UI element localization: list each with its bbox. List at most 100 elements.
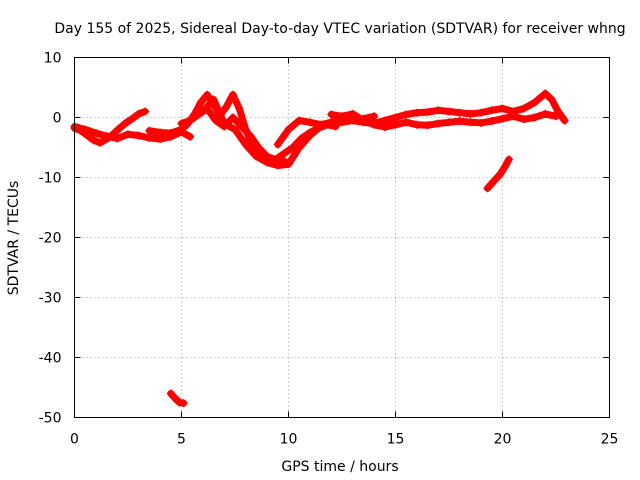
data-point <box>228 113 237 122</box>
y-tick-label: 0 <box>53 111 62 127</box>
data-point <box>220 119 229 128</box>
data-point <box>228 90 237 99</box>
data-point <box>487 117 496 126</box>
data-point <box>166 129 175 138</box>
data-point <box>128 114 137 123</box>
axis-tick-labels: 0 5 10 15 20 25 10 0 -10 -20 -30 -40 -50 <box>39 51 619 448</box>
series-arc-main-7 <box>327 109 560 132</box>
series-band <box>327 110 560 131</box>
data-point <box>500 163 509 172</box>
data-point <box>284 160 293 169</box>
axis-ticks <box>74 57 610 418</box>
x-tick-label: 20 <box>494 432 512 448</box>
data-point <box>141 107 150 116</box>
data-point <box>186 116 195 125</box>
data-point <box>519 115 528 124</box>
data-point <box>222 102 231 111</box>
data-point <box>91 129 100 138</box>
data-point <box>280 149 289 158</box>
data-point <box>455 108 464 117</box>
data-point <box>402 118 411 127</box>
data-point <box>134 109 143 118</box>
data-point <box>273 161 282 170</box>
data-point <box>445 107 453 116</box>
data-point <box>295 143 304 152</box>
data-point <box>402 110 411 119</box>
data-point <box>412 120 421 129</box>
data-point <box>391 120 400 129</box>
x-tick-label: 5 <box>177 432 186 448</box>
data-points <box>70 89 569 408</box>
data-point <box>305 118 314 127</box>
data-point <box>134 131 143 140</box>
data-point <box>81 125 90 134</box>
data-point <box>338 112 346 121</box>
data-point <box>423 108 432 117</box>
data-point <box>477 118 486 127</box>
data-point <box>504 155 513 164</box>
data-point <box>245 131 254 140</box>
data-point <box>316 120 325 129</box>
y-tick-label: -10 <box>39 171 62 187</box>
chart-title: Day 155 of 2025, Sidereal Day-to-day VTE… <box>54 21 625 37</box>
series-arc-short-late <box>483 155 513 193</box>
data-point <box>541 89 550 98</box>
data-point <box>547 95 556 104</box>
data-point <box>186 132 195 141</box>
data-point <box>348 109 357 118</box>
data-point <box>434 106 443 115</box>
data-point <box>552 112 560 121</box>
data-point <box>145 133 154 142</box>
data-point <box>115 124 124 133</box>
data-point <box>113 134 122 143</box>
data-point <box>423 121 432 130</box>
data-point <box>295 116 304 125</box>
data-point <box>477 108 486 117</box>
data-point <box>498 114 507 123</box>
data-point <box>483 184 492 193</box>
data-point <box>235 104 244 113</box>
grid-lines <box>74 57 610 418</box>
x-axis-label: GPS time / hours <box>281 459 398 475</box>
data-point <box>166 389 175 398</box>
data-point <box>492 174 501 183</box>
data-point <box>231 125 239 134</box>
data-point <box>263 158 272 167</box>
data-point <box>196 98 205 107</box>
data-point <box>560 116 569 125</box>
data-point <box>327 118 336 127</box>
y-axis-label: SDTVAR / TECUs <box>6 181 22 296</box>
data-point <box>434 119 443 128</box>
x-tick-label: 25 <box>601 432 619 448</box>
data-point <box>305 131 314 140</box>
data-point <box>487 106 496 115</box>
y-tick-label: -40 <box>39 351 62 367</box>
data-point <box>171 394 180 403</box>
data-point <box>241 140 250 149</box>
data-point <box>487 179 496 188</box>
data-point <box>121 118 130 127</box>
data-point <box>145 126 154 135</box>
data-point <box>102 132 111 141</box>
data-point <box>370 112 379 121</box>
data-point <box>203 90 212 99</box>
data-point <box>124 130 132 139</box>
data-point <box>359 116 368 125</box>
data-point <box>177 119 186 128</box>
data-point <box>211 116 220 125</box>
data-point <box>412 108 421 117</box>
data-point <box>380 123 389 132</box>
x-tick-label: 0 <box>70 432 79 448</box>
series-arc-short-early <box>166 389 188 408</box>
data-point <box>284 125 293 134</box>
data-point <box>498 104 507 113</box>
x-tick-label: 10 <box>280 432 298 448</box>
y-tick-label: 10 <box>44 51 62 67</box>
data-point <box>466 109 475 118</box>
data-point <box>198 107 207 116</box>
y-tick-label: -30 <box>39 291 62 307</box>
data-point <box>252 152 261 161</box>
data-point <box>370 120 379 129</box>
y-tick-label: -20 <box>39 231 62 247</box>
